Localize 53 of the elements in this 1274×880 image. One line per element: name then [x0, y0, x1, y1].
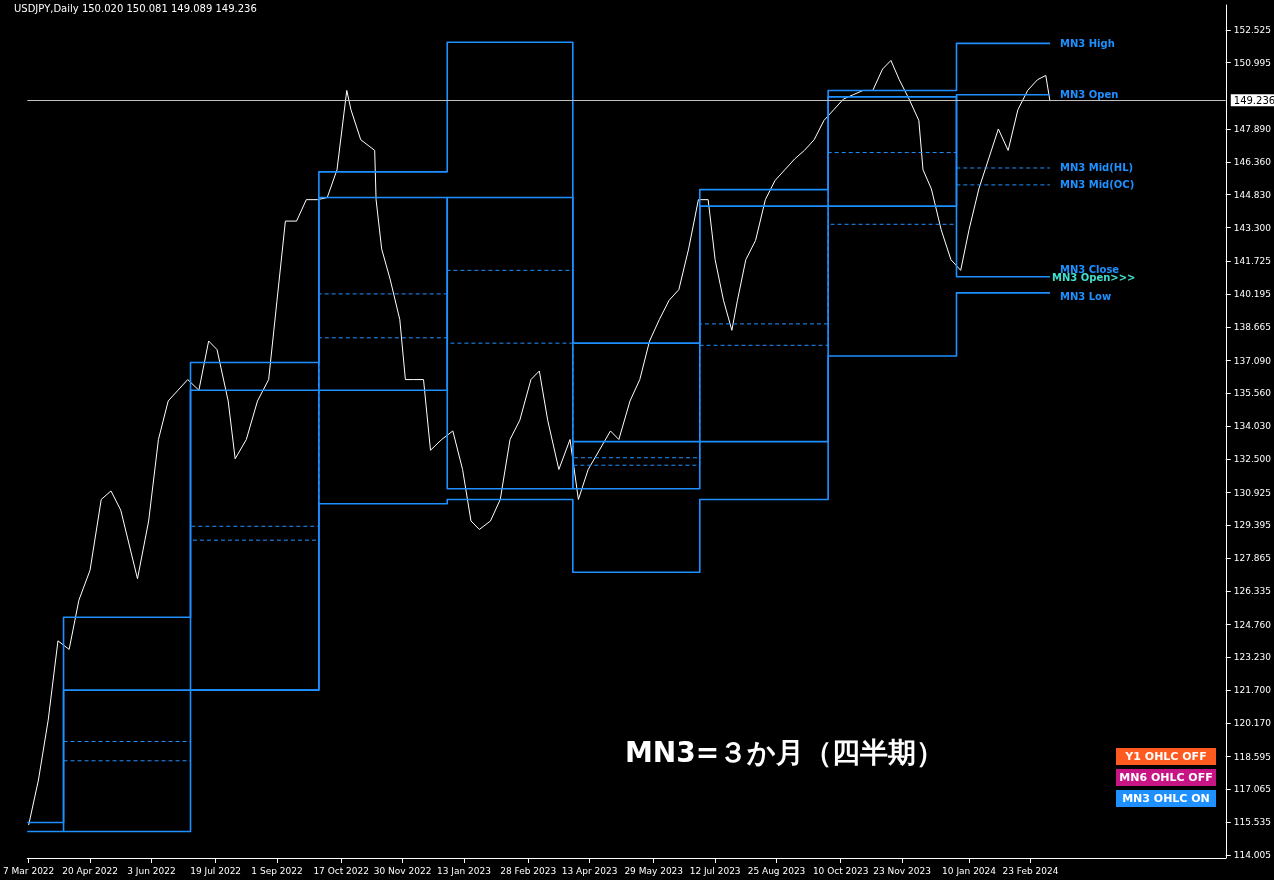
x-tick-label: 3 Jun 2022: [127, 865, 176, 876]
y-tick-label: 144.830: [1233, 189, 1272, 200]
x-tick-label: 29 May 2023: [624, 865, 684, 876]
y-tick-label: 124.760: [1233, 619, 1272, 630]
x-tick-label: 10 Jan 2024: [942, 865, 997, 876]
y-tick-label: 130.925: [1233, 487, 1271, 498]
y-tick-label: 140.195: [1233, 289, 1271, 300]
y-tick-label: 146.360: [1233, 156, 1272, 167]
y-tick-label: 127.865: [1233, 553, 1271, 564]
y-tick-label: 134.030: [1233, 421, 1272, 432]
x-tick-label: 1 Sep 2022: [251, 865, 303, 876]
ref-line-label: 149.236: [1233, 94, 1274, 106]
y-tick-label: 143.300: [1233, 222, 1272, 233]
series-label: MN3 Open: [1059, 89, 1119, 101]
y-tick-label: 150.995: [1233, 57, 1271, 68]
y-tick-label: 114.005: [1233, 849, 1271, 860]
y-tick-label: 115.535: [1233, 817, 1271, 828]
x-tick-label: 7 Mar 2022: [2, 865, 55, 876]
annotation: MN6 OHLC OFF: [1119, 771, 1213, 784]
x-tick-label: 23 Feb 2024: [1002, 865, 1059, 876]
y-tick-label: 141.725: [1233, 256, 1271, 267]
y-tick-label: 118.595: [1233, 751, 1271, 762]
x-tick-label: 20 Apr 2022: [62, 865, 118, 876]
x-tick-label: 23 Nov 2023: [873, 865, 931, 876]
y-tick-label: 120.170: [1233, 717, 1272, 728]
y-tick-label: 152.525: [1233, 24, 1271, 35]
x-tick-label: 12 Jul 2023: [689, 865, 741, 876]
y-tick-label: 126.335: [1233, 585, 1271, 596]
y-tick-label: 135.560: [1233, 388, 1272, 399]
y-tick-label: 129.395: [1233, 520, 1271, 531]
y-tick-label: 147.890: [1233, 124, 1272, 135]
x-tick-label: 13 Apr 2023: [561, 865, 618, 876]
y-tick-label: 121.700: [1233, 685, 1272, 696]
series-label: MN3 High: [1059, 37, 1115, 49]
x-tick-label: 17 Oct 2022: [313, 865, 370, 876]
y-tick-label: 123.230: [1233, 652, 1272, 663]
y-tick-label: 137.090: [1233, 355, 1272, 366]
y-tick-label: 138.665: [1233, 321, 1271, 332]
x-tick-label: 10 Oct 2023: [812, 865, 869, 876]
annotation: MN3=３か月（四半期）: [625, 735, 945, 769]
y-tick-label: 132.500: [1233, 453, 1272, 464]
x-tick-label: 30 Nov 2022: [373, 865, 432, 876]
y-tick-label: 117.065: [1233, 784, 1271, 795]
chart-title: USDJPY,Daily 150.020 150.081 149.089 149.236: [14, 2, 257, 14]
series-label: MN3 Mid(HL): [1059, 162, 1134, 174]
annotation: MN3 OHLC ON: [1122, 792, 1210, 805]
x-tick-label: 28 Feb 2023: [500, 865, 557, 876]
series-label: MN3 Mid(OC): [1059, 179, 1135, 191]
x-tick-label: 25 Aug 2023: [747, 865, 806, 876]
x-tick-label: 19 Jul 2022: [190, 865, 242, 876]
x-tick-label: 13 Jan 2023: [437, 865, 491, 876]
annotation: Y1 OHLC OFF: [1124, 750, 1207, 763]
series-label: MN3 Low: [1059, 291, 1112, 303]
